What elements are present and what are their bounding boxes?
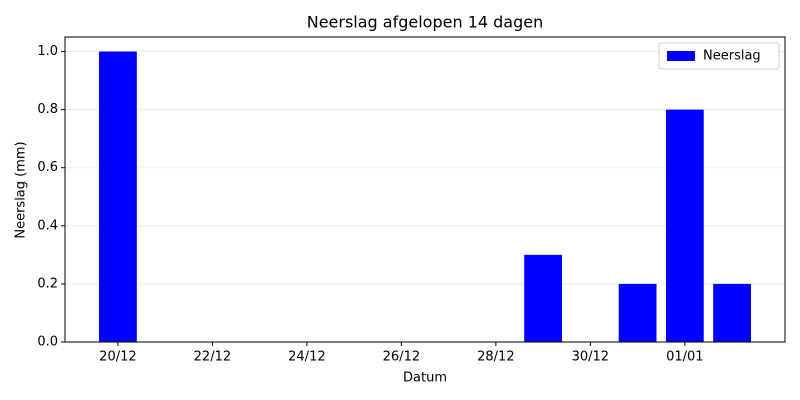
y-tick-label: 1.0 [37,44,58,59]
chart-title: Neerslag afgelopen 14 dagen [307,13,544,32]
y-tick-label: 0.2 [37,276,58,291]
x-tick-label: 26/12 [383,350,420,365]
x-tick-label: 22/12 [194,350,231,365]
x-tick-label: 28/12 [477,350,514,365]
x-tick-label: 01/01 [666,350,703,365]
legend-label: Neerslag [703,49,761,64]
y-tick-label: 0.0 [37,335,58,350]
bar [99,51,137,343]
x-tick-label: 24/12 [288,350,325,365]
x-tick-label: 20/12 [99,350,136,365]
legend-box [658,42,780,70]
y-tick-label: 0.8 [37,102,58,117]
x-axis-label: Datum [403,371,447,386]
bar [665,109,704,342]
y-tick-label: 0.4 [37,218,58,233]
bar [618,283,657,342]
y-axis-label: Neerslag (mm) [14,141,29,238]
plot-frame [64,36,786,343]
y-tick-label: 0.6 [37,160,58,175]
bar [713,283,751,342]
legend-swatch [667,51,695,61]
x-tick-label: 30/12 [572,350,609,365]
bar [524,254,563,342]
